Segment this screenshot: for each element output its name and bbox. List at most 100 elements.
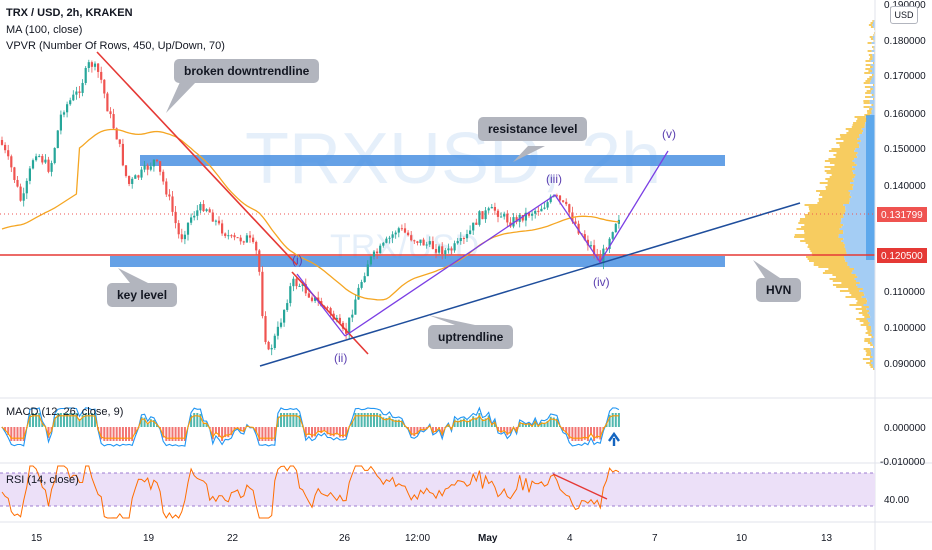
wave-label-i: (i) (292, 253, 303, 267)
rsi-axis-tick: 40.00 (884, 495, 909, 506)
vpvr-bar-up (856, 318, 867, 320)
vpvr-bar-up (867, 330, 872, 332)
macd-bar (224, 427, 227, 438)
vpvr-bar-up (819, 194, 850, 196)
vpvr-bar-up (862, 358, 870, 360)
elliott-wave-path[interactable] (344, 150, 669, 337)
vpvr-bar-up (868, 334, 872, 336)
macd-bar (373, 413, 375, 427)
candle (47, 159, 50, 172)
vpvr-bar-down (870, 340, 875, 342)
resistance-level-callout[interactable]: resistance level (478, 117, 588, 141)
resistance-zone[interactable] (140, 155, 725, 166)
macd-bar (81, 414, 84, 427)
candle (7, 150, 10, 157)
macd-bar (121, 427, 124, 441)
minor-downtrendline[interactable] (291, 271, 369, 355)
macd-bar (190, 415, 193, 427)
vpvr-bar-up (824, 160, 853, 162)
vpvr-bar-down (873, 26, 875, 28)
vpvr-bar-down (872, 56, 875, 58)
macd-bar (590, 427, 592, 436)
macd-bar (342, 427, 344, 438)
candle (310, 297, 314, 301)
currency-button[interactable]: USD (890, 6, 918, 24)
candle (462, 238, 465, 240)
candle (475, 222, 478, 225)
ma-legend[interactable]: MA (100, close) (6, 24, 83, 36)
macd-legend[interactable]: MACD (12, 26, close, 9) (6, 406, 124, 418)
price-tick: 0.160000 (884, 109, 926, 120)
vpvr-legend[interactable]: VPVR (Number Of Rows, 450, Up/Down, 70) (6, 40, 225, 52)
vpvr-bar-down (872, 24, 875, 26)
vpvr-bar-up (801, 226, 842, 228)
macd-bar (280, 413, 282, 427)
price-axis[interactable]: 0.190000 0.180000 0.170000 0.160000 0.15… (884, 0, 926, 370)
candle (214, 220, 217, 222)
candle (496, 210, 500, 217)
key-level-zone[interactable] (110, 256, 725, 267)
candle (149, 166, 152, 170)
uptrendline[interactable] (259, 202, 801, 367)
time-tick: May (478, 533, 498, 544)
vpvr-bar-up (851, 126, 865, 128)
vpvr-bar-up (813, 264, 848, 266)
candle (171, 196, 174, 212)
macd-bar (555, 418, 558, 427)
vpvr-bar-down (856, 154, 875, 156)
key-level-callout[interactable]: key level (107, 283, 178, 307)
time-axis[interactable]: 15 19 22 26 12:00 May 4 7 10 13 (31, 533, 833, 544)
macd-bar (264, 427, 267, 441)
vpvr-bar-up (869, 58, 873, 60)
vpvr-bar-down (852, 166, 875, 168)
vpvr-bar-up (873, 84, 875, 86)
candle (230, 235, 233, 237)
broken-downtrendline-callout[interactable]: broken downtrendline (174, 59, 320, 83)
vpvr-bar-down (845, 208, 875, 210)
uptrendline-callout[interactable]: uptrendline (428, 325, 514, 349)
vpvr-bar-down (849, 202, 875, 204)
macd-bar (571, 427, 574, 441)
vpvr-bar-up (863, 322, 870, 324)
candle (441, 246, 444, 255)
hvn-callout[interactable]: HVN (756, 278, 802, 302)
candle (376, 251, 379, 254)
macd-bar (307, 427, 310, 435)
vpvr-bar-down (870, 96, 875, 98)
macd-bar (599, 427, 602, 440)
vpvr-bar-down (872, 36, 875, 38)
rsi-legend[interactable]: RSI (14, close) (6, 474, 79, 486)
candle (233, 235, 236, 238)
moving-average-line (1, 128, 619, 301)
macd-bar (90, 413, 93, 427)
candle (379, 245, 382, 254)
vpvr-bar-up (867, 342, 872, 344)
candle (558, 195, 562, 201)
candle (134, 175, 137, 179)
macd-bar (462, 418, 465, 427)
candle (586, 239, 589, 246)
vpvr-bar-down (872, 356, 875, 358)
vpvr-bar-down (852, 178, 875, 180)
macd-bar (295, 413, 298, 427)
macd-bar (382, 417, 385, 427)
macd-bar (441, 427, 444, 437)
macd-bar (574, 427, 577, 441)
vpvr-bar-up (848, 130, 864, 132)
symbol-legend[interactable]: TRX / USD, 2h, KRAKEN (6, 7, 133, 19)
vpvr-bar-down (854, 150, 875, 152)
vpvr-bar-down (843, 214, 875, 216)
candle (596, 254, 599, 257)
macd-bar (552, 417, 555, 427)
rsi-downtrendline[interactable] (552, 473, 608, 500)
vpvr-bar-up (794, 236, 839, 238)
vpvr-bar-up (864, 338, 871, 340)
vpvr-bar-up (829, 176, 855, 178)
candle (589, 245, 593, 247)
vpvr-bar-up (828, 158, 855, 160)
broken-downtrendline[interactable] (96, 51, 298, 266)
macd-bar (379, 413, 382, 427)
macd-bar (16, 427, 19, 441)
